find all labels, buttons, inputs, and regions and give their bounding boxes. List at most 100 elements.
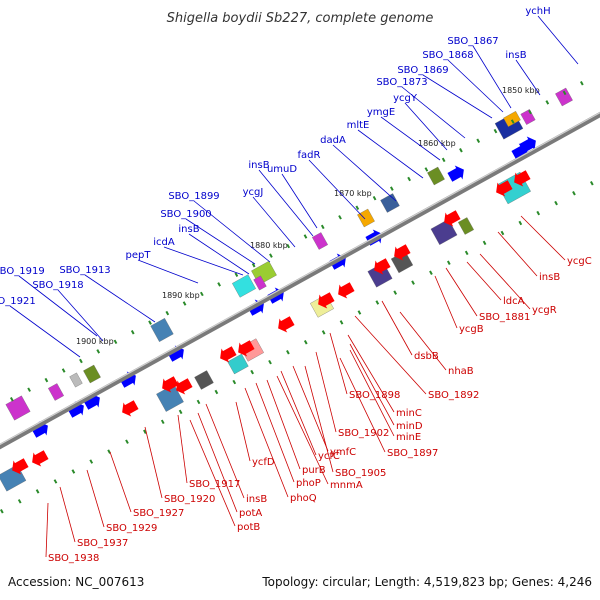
gene-label-ychh[interactable]: ychH xyxy=(525,6,579,65)
gene-label-ycgc[interactable]: ycgC xyxy=(520,215,592,267)
gene-name[interactable]: umuD xyxy=(267,164,297,175)
gene-label-sbo_1913[interactable]: SBO_1913 xyxy=(59,265,156,323)
gene-label-mind[interactable]: minD xyxy=(349,343,423,432)
gene-label-ycgy[interactable]: ycgY xyxy=(393,93,448,151)
gene-name[interactable]: SBO_1892 xyxy=(428,390,479,401)
gene-label-ycgr[interactable]: ycgR xyxy=(479,253,557,316)
gene-name[interactable]: ycfD xyxy=(252,457,275,468)
gene-label-dsbb[interactable]: dsbB xyxy=(381,300,439,362)
gene-label-phoq[interactable]: phoQ xyxy=(244,387,317,504)
gene-name[interactable]: SBO_1881 xyxy=(479,312,530,323)
gene-name[interactable]: ycgJ xyxy=(243,187,264,198)
gene-label-nhab[interactable]: nhaB xyxy=(399,311,474,377)
gene-label-ymge[interactable]: ymgE xyxy=(367,107,441,161)
gene-label-sbo_1868[interactable]: SBO_1868 xyxy=(422,50,504,113)
gene-label-sbo_1892[interactable]: SBO_1892 xyxy=(354,315,479,401)
gene-label-mnma[interactable]: mnmA xyxy=(276,375,363,491)
gene-name[interactable]: dadA xyxy=(320,135,346,146)
gene-label-ycgb[interactable]: ycgB xyxy=(434,275,484,335)
gene-label-ymfc[interactable]: ymfC xyxy=(292,365,356,458)
gene-label-sbo_1919[interactable]: SBO_1919 xyxy=(0,266,98,337)
gene-label-sbo_1927[interactable]: SBO_1927 xyxy=(109,451,184,519)
gene-name[interactable]: SBO_1918 xyxy=(32,280,83,291)
gene-name[interactable]: dsbB xyxy=(414,351,439,362)
gene-name[interactable]: ycgB xyxy=(459,324,484,335)
gene-name[interactable]: phoQ xyxy=(290,493,317,504)
gene-name[interactable]: SBO_1902 xyxy=(338,428,389,439)
gene-name[interactable]: ycgR xyxy=(532,305,557,316)
gene-label-ldca[interactable]: ldcA xyxy=(466,261,525,307)
gene-name[interactable]: phoP xyxy=(296,478,321,489)
gene-label-mlte[interactable]: mltE xyxy=(347,120,424,179)
gene-name[interactable]: SBO_1919 xyxy=(0,266,45,277)
gene-label-sbo_1869[interactable]: SBO_1869 xyxy=(397,65,493,119)
gene-name[interactable]: ychH xyxy=(525,6,550,17)
gene-name[interactable]: SBO_1900 xyxy=(160,209,211,220)
gene-label-sbo_1867[interactable]: SBO_1867 xyxy=(447,36,512,109)
gene-name[interactable]: SBO_1938 xyxy=(48,553,99,564)
gene-name[interactable]: insB xyxy=(248,160,269,171)
gene-name[interactable]: insB xyxy=(246,494,267,505)
gene-label-sbo_1920[interactable]: SBO_1920 xyxy=(144,426,215,505)
gene-label-ycfd[interactable]: ycfD xyxy=(235,401,275,468)
gene-name[interactable]: insB xyxy=(505,50,526,61)
gene-name[interactable]: SBO_1867 xyxy=(447,36,498,47)
gene-name[interactable]: nhaB xyxy=(448,366,474,377)
gene-name[interactable]: ymfC xyxy=(330,447,356,458)
gene-name[interactable]: SBO_1937 xyxy=(77,538,128,549)
gene-name[interactable]: SBO_1913 xyxy=(59,265,110,276)
gene-label-purb[interactable]: purB xyxy=(266,379,326,476)
gene-label-insb[interactable]: insB xyxy=(248,160,314,237)
gene-label-sbo_1898[interactable]: SBO_1898 xyxy=(329,332,400,401)
gene-name[interactable]: minC xyxy=(396,408,422,419)
gene-name[interactable]: minE xyxy=(396,432,421,443)
gene-label-sbo_1900[interactable]: SBO_1900 xyxy=(160,209,256,265)
gene-name[interactable]: SBO_1917 xyxy=(189,479,240,490)
gene-name[interactable]: ycfC xyxy=(318,451,340,462)
gene-name[interactable]: SBO_1898 xyxy=(349,390,400,401)
gene-label-sbo_1902[interactable]: SBO_1902 xyxy=(315,351,389,439)
gene-label-ycgj[interactable]: ycgJ xyxy=(243,187,296,248)
gene-name[interactable]: fadR xyxy=(298,150,321,161)
gene-name[interactable]: pepT xyxy=(126,250,152,261)
gene-name[interactable]: SBO_1929 xyxy=(106,523,157,534)
gene-label-sbo_1929[interactable]: SBO_1929 xyxy=(86,469,157,534)
gene-label-sbo_1905[interactable]: SBO_1905 xyxy=(304,365,386,479)
gene-name[interactable]: insB xyxy=(178,224,199,235)
gene-label-insb[interactable]: insB xyxy=(178,224,250,275)
gene-label-ycfc[interactable]: ycfC xyxy=(280,370,340,462)
gene-label-insb[interactable]: insB xyxy=(205,403,267,505)
gene-label-fadr[interactable]: fadR xyxy=(298,150,366,220)
gene-label-pept[interactable]: pepT xyxy=(126,250,199,284)
gene-name[interactable]: SBO_1868 xyxy=(422,50,473,61)
gene-label-icda[interactable]: icdA xyxy=(153,237,244,276)
gene-name[interactable]: SBO_1899 xyxy=(168,191,219,202)
gene-label-sbo_1899[interactable]: SBO_1899 xyxy=(168,191,271,263)
gene-name[interactable]: minD xyxy=(396,421,423,432)
gene-name[interactable]: potB xyxy=(237,522,260,533)
gene-label-umud[interactable]: umuD xyxy=(267,164,318,229)
gene-label-sbo_1873[interactable]: SBO_1873 xyxy=(376,77,466,139)
gene-name[interactable]: mltE xyxy=(347,120,370,131)
gene-label-minc[interactable]: minC xyxy=(347,334,422,419)
gene-name[interactable]: potA xyxy=(239,508,262,519)
gene-name[interactable]: SBO_1897 xyxy=(387,448,438,459)
gene-name[interactable]: SBO_1921 xyxy=(0,296,36,307)
gene-name[interactable]: SBO_1869 xyxy=(397,65,448,76)
gene-label-dada[interactable]: dadA xyxy=(320,135,397,202)
gene-label-sbo_1881[interactable]: SBO_1881 xyxy=(445,267,530,323)
gene-label-insb[interactable]: insB xyxy=(497,231,560,283)
gene-label-sbo_1897[interactable]: SBO_1897 xyxy=(339,357,438,459)
gene-name[interactable]: purB xyxy=(302,465,326,476)
gene-label-pota[interactable]: potA xyxy=(197,412,262,519)
gene-name[interactable]: ycgY xyxy=(393,93,418,104)
gene-label-sbo_1918[interactable]: SBO_1918 xyxy=(32,280,104,342)
gene-name[interactable]: SBO_1927 xyxy=(133,508,184,519)
gene-name[interactable]: ymgE xyxy=(367,107,395,118)
forward-strand-labels[interactable]: ychH insB SBO_1867 SBO_1868 SBO_1869SBO_1873… xyxy=(0,6,579,358)
gene-name[interactable]: icdA xyxy=(153,237,175,248)
gene-name[interactable]: ldcA xyxy=(503,296,525,307)
gene-label-sbo_1921[interactable]: SBO_1921 xyxy=(0,296,81,358)
gene-label-phop[interactable]: phoP xyxy=(255,382,321,489)
